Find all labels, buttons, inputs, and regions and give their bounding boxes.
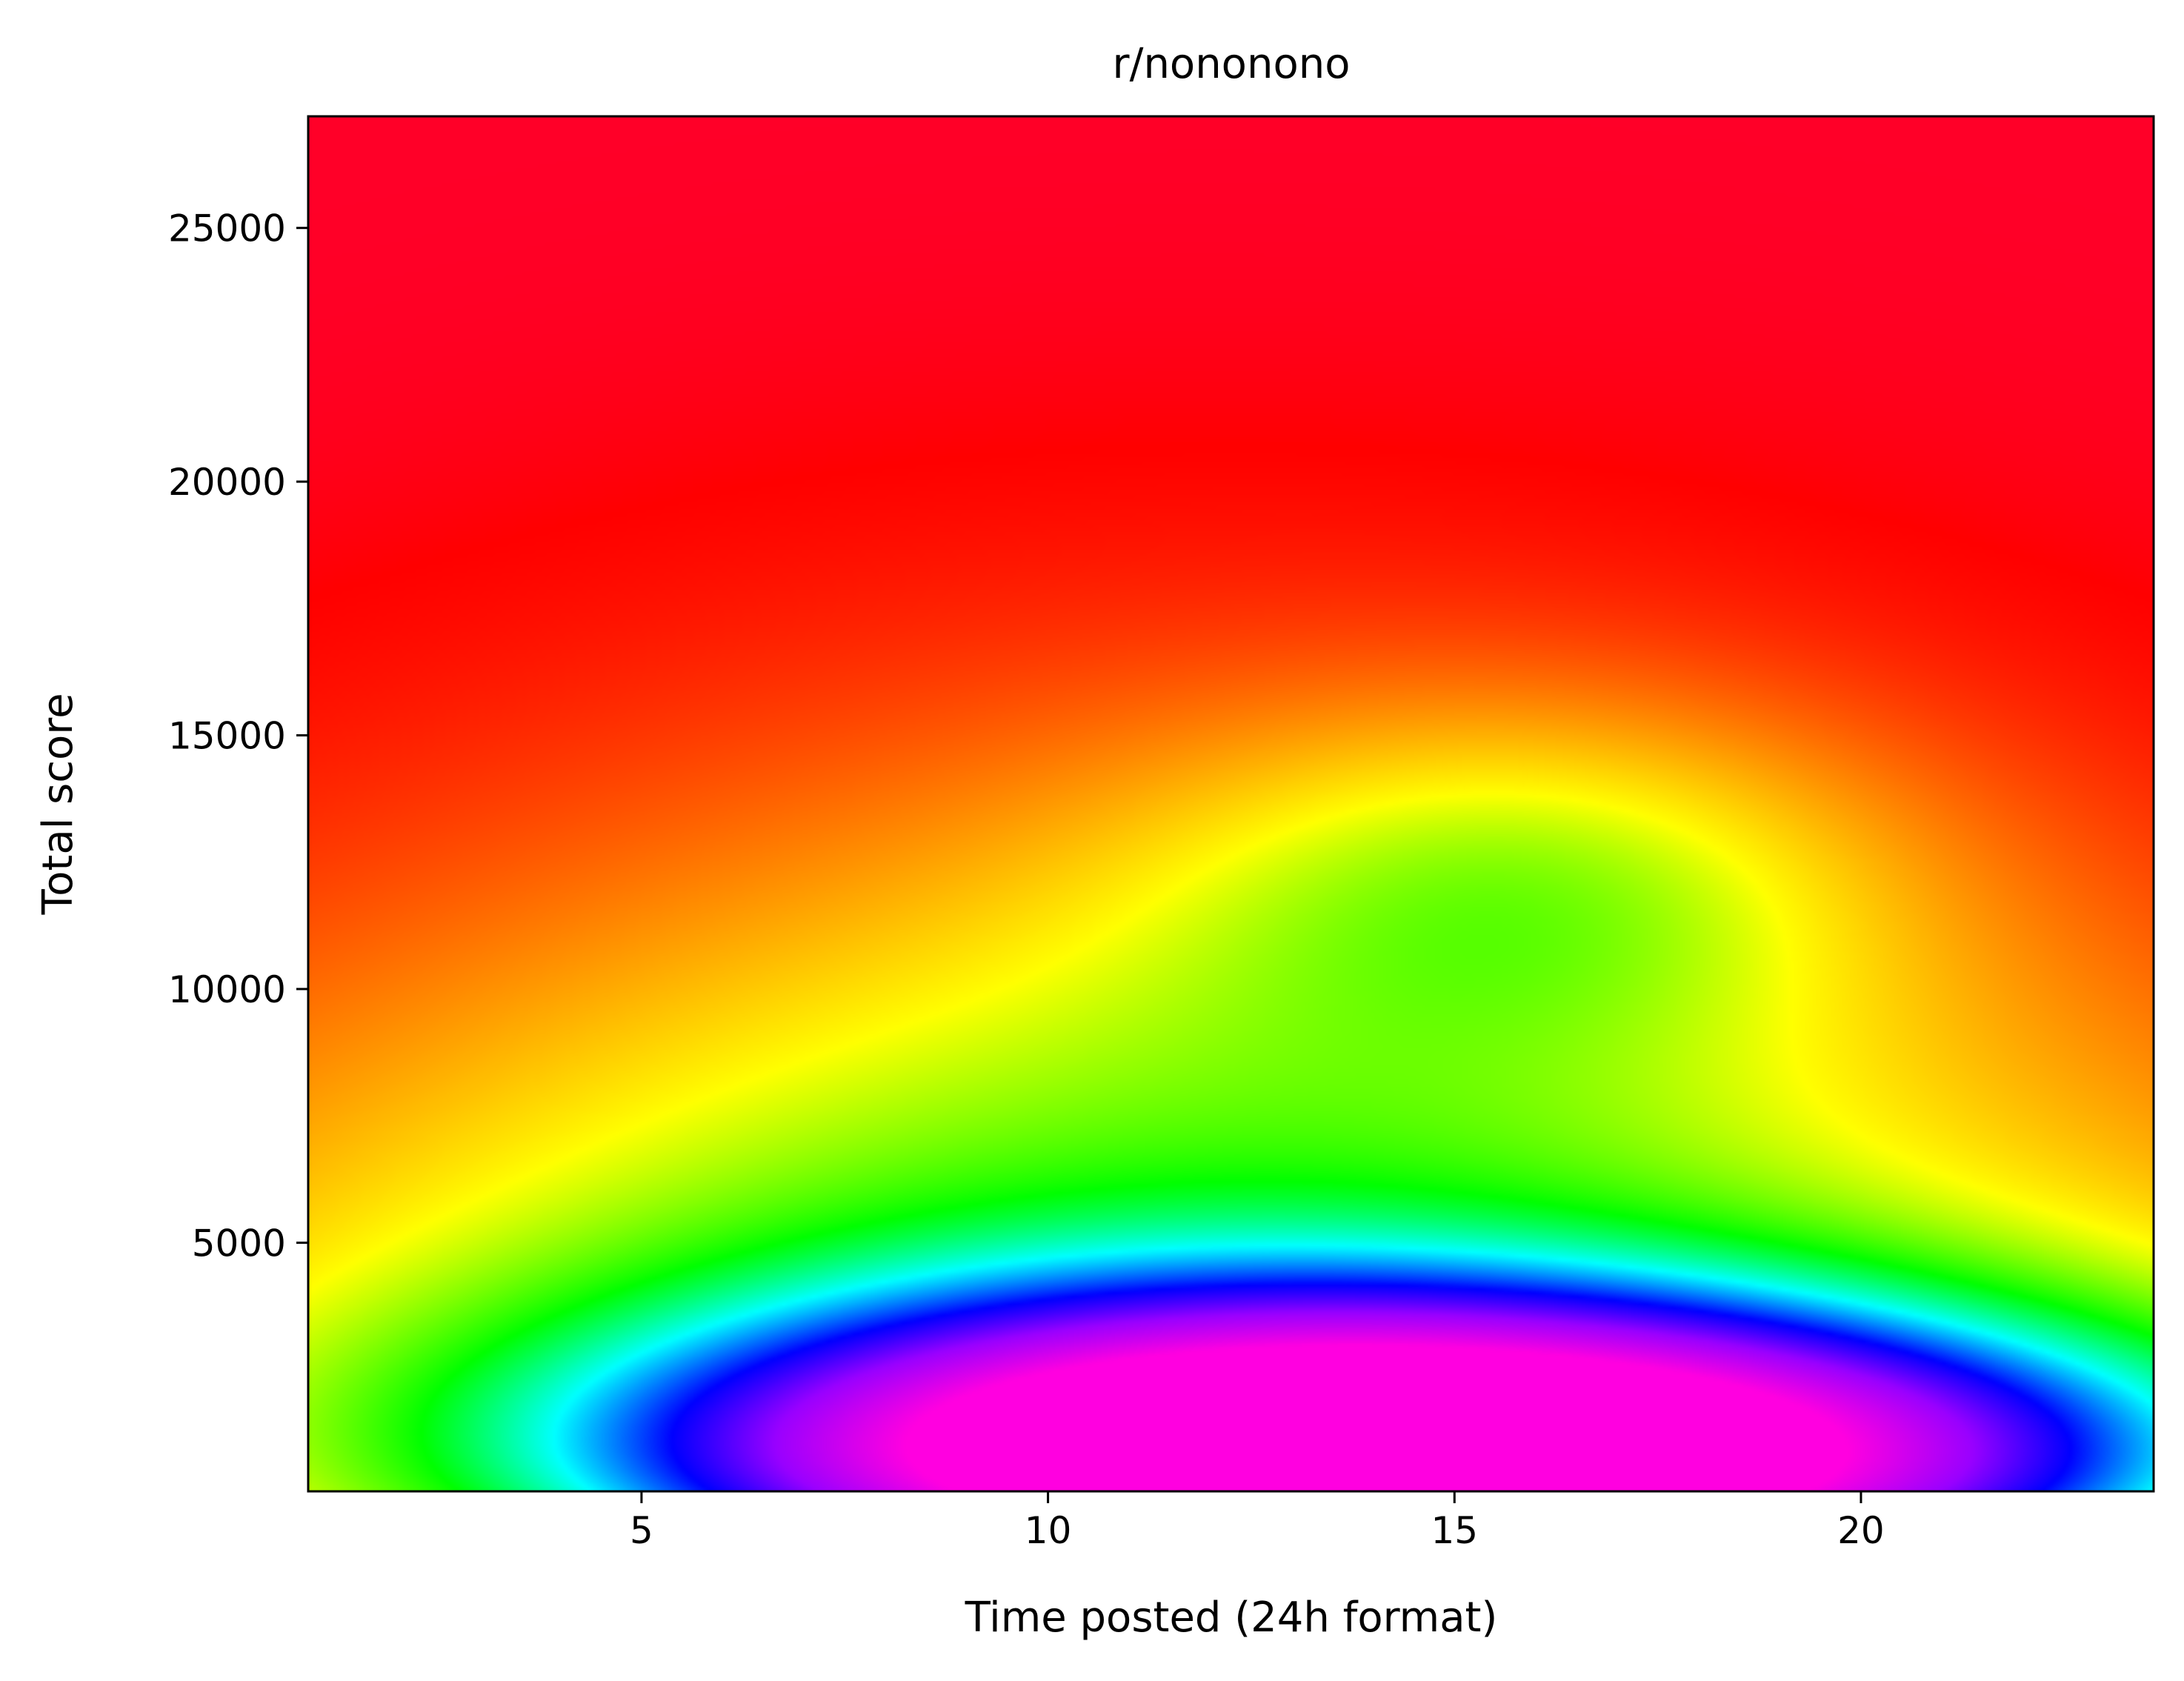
x-tick-label: 10 [1025,1509,1072,1552]
chart-title: r/nononono [1113,40,1351,88]
plot-frame [307,115,2155,1493]
y-axis-label: Total score [34,693,82,915]
y-tick-label: 10000 [168,968,286,1011]
x-axis-label: Time posted (24h format) [965,1594,1498,1642]
x-tick-label: 15 [1431,1509,1478,1552]
x-tick-label: 20 [1837,1509,1885,1552]
x-axis: 5 10 15 20 [630,1491,1885,1552]
y-tick-label: 15000 [168,715,286,758]
y-tick-label: 25000 [168,207,286,250]
x-tick-label: 5 [630,1509,653,1552]
y-tick-label: 20000 [168,461,286,504]
y-tick-label: 5000 [192,1222,286,1265]
heatmap-area [308,116,2154,1491]
y-axis: 5000 10000 15000 20000 25000 [168,207,308,1265]
